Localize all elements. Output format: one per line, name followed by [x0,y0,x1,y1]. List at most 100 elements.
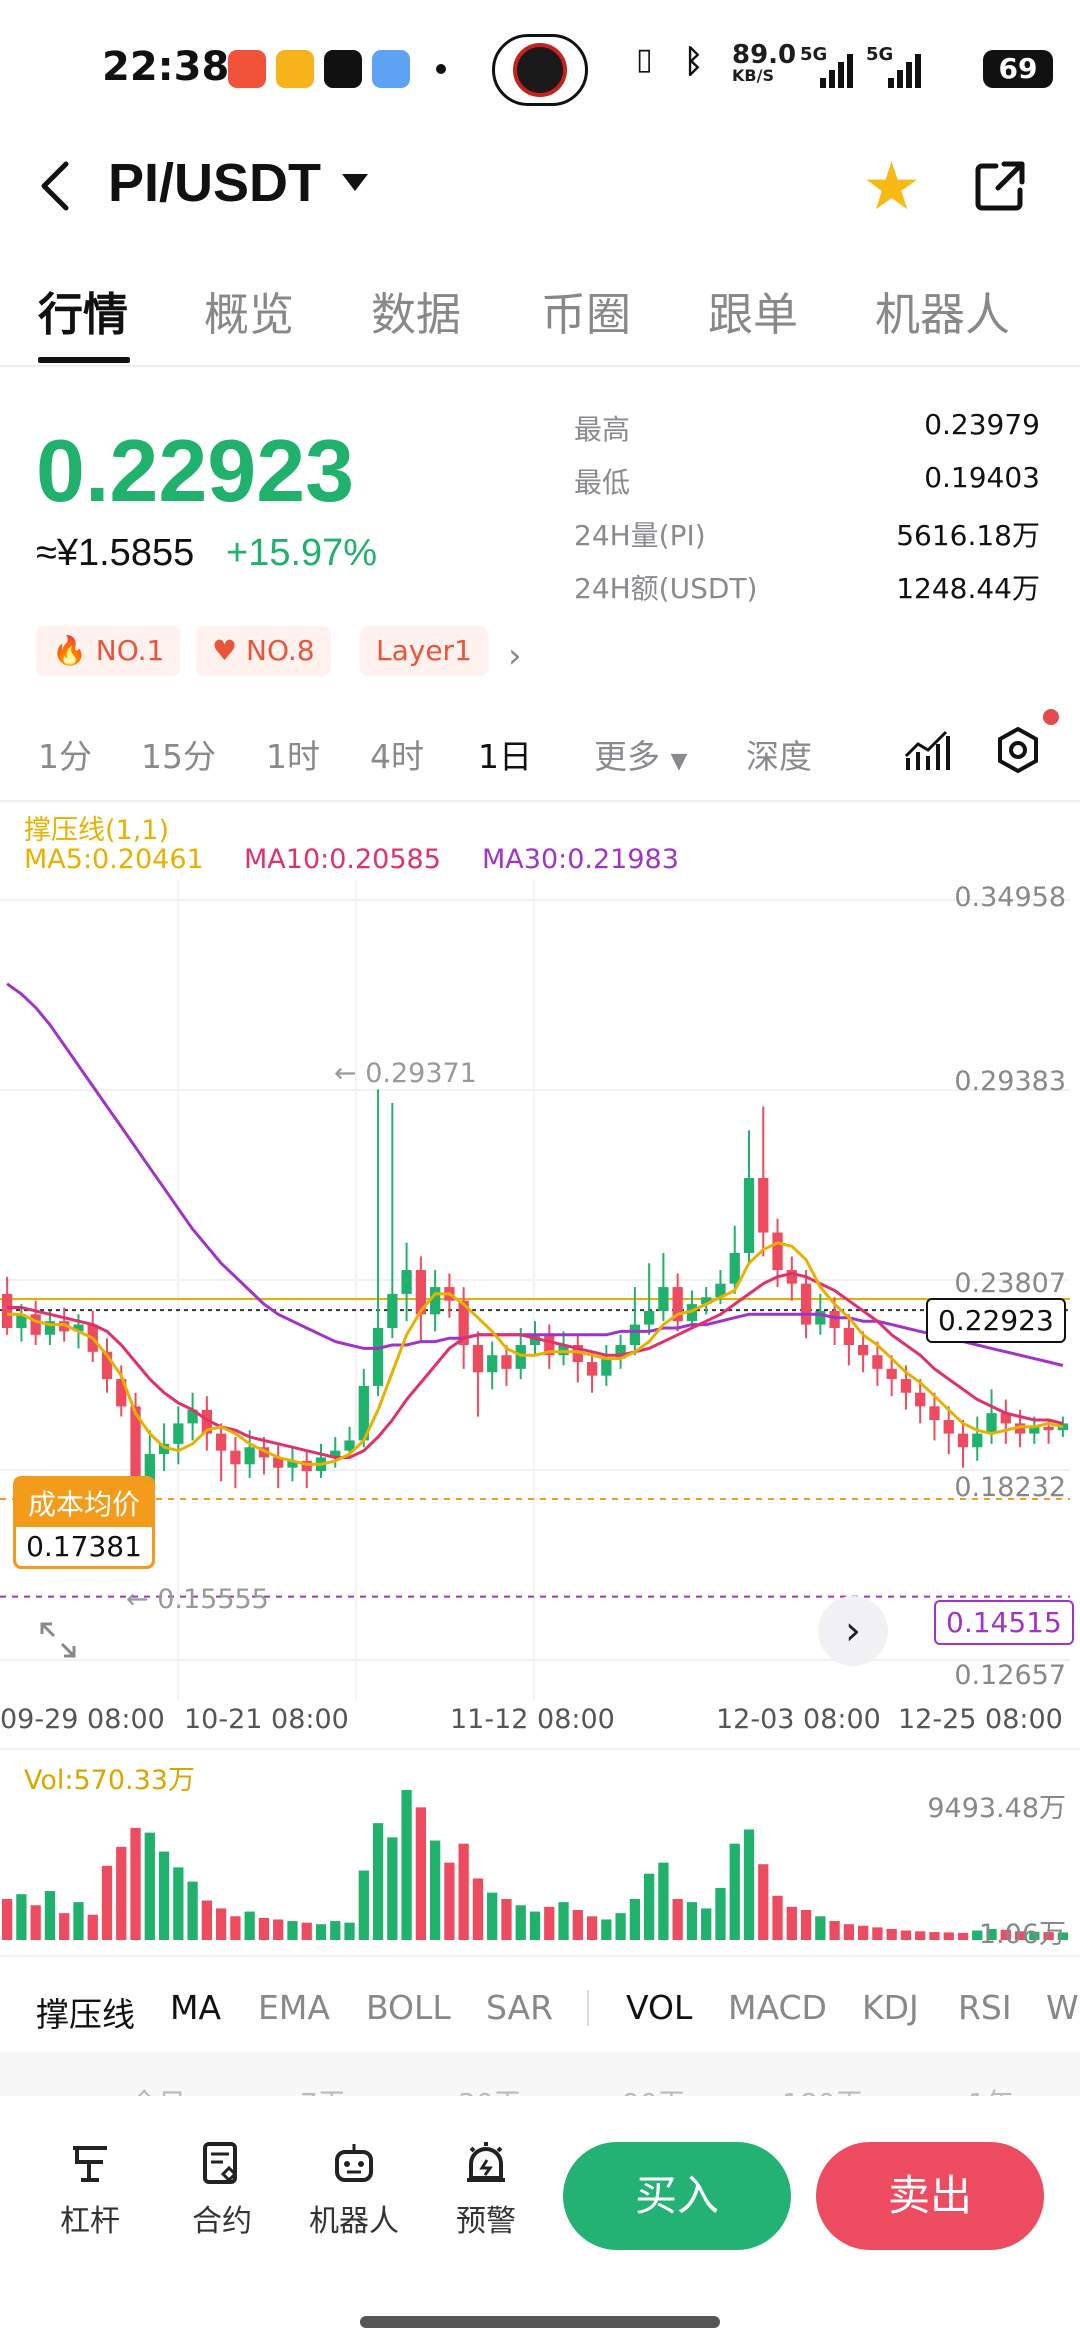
volume-bar [330,1921,341,1940]
candle-body [73,1324,84,1332]
date-axis-label: 12-03 08:00 [716,1704,881,1735]
indicator-macd[interactable]: MACD [728,1988,827,2027]
candle-body [244,1447,255,1465]
volume-bar [929,1932,940,1940]
pair-dropdown-icon[interactable] [342,174,368,191]
home-indicator [360,2316,720,2328]
volume-bar [173,1867,184,1940]
price-grid-label: 0.12657 [954,1660,1066,1691]
heart-icon: ♥ [212,634,238,667]
settings-hexagon-icon[interactable] [994,726,1042,774]
candlestick-chart[interactable] [0,880,1080,1700]
candle-body [1014,1423,1026,1434]
scroll-to-latest-button[interactable]: › [818,1596,888,1666]
candle-body [515,1345,526,1369]
nav-contract[interactable]: 合约 [172,2140,272,2240]
volume-bar [857,1925,869,1940]
volume-bar [344,1922,355,1940]
tab-data[interactable]: 数据 [371,288,462,341]
pair-selector[interactable]: PI/USDT [108,153,322,213]
volume-bar [943,1932,954,1940]
stat-turnover-value: 1248.44万 [896,572,1040,605]
candle-body [786,1270,797,1284]
interval-1h[interactable]: 1时 [266,737,320,776]
stat-high-label: 最高 [574,413,631,446]
indicator-ma[interactable]: MA [170,1988,222,2027]
candle-body [758,1178,769,1233]
candle-body [472,1345,484,1373]
volume-min-label: 1.06万 [978,1919,1066,1950]
share-icon[interactable] [972,158,1028,214]
interval-4h[interactable]: 4时 [370,737,424,776]
nav-alarm[interactable]: 预警 [436,2140,536,2240]
candle-body [215,1433,227,1451]
tab-copy-trading[interactable]: 跟单 [708,288,799,341]
candle-body [544,1334,555,1356]
volume-bar [772,1895,783,1940]
volume-bar [643,1873,655,1940]
interval-15m[interactable]: 15分 [141,737,216,776]
ma5-legend: MA5:0.20461 [24,844,204,875]
indicator-support-resistance[interactable]: 撑压线 [36,1995,135,2034]
indicator-w[interactable]: W [1046,1988,1079,2027]
candle-body [715,1283,726,1298]
indicator-rsi[interactable]: RSI [958,1988,1012,2027]
volume-bar [544,1906,555,1940]
tab-market[interactable]: 行情 [38,288,129,341]
depth-button[interactable]: 深度 [746,737,812,776]
sell-button[interactable]: 卖出 [816,2142,1044,2250]
tag-rank-favorite[interactable]: ♥ NO.8 [196,626,331,676]
interval-more[interactable]: 更多 ▼ [594,737,688,776]
indicator-sar[interactable]: SAR [486,1988,554,2027]
price-grid-label: 0.34958 [954,882,1066,913]
candle-body [601,1358,612,1376]
candle-body [30,1314,41,1335]
tags-more-chevron-icon[interactable]: › [508,636,522,676]
volume-bar [900,1930,912,1940]
support-price-tag: 0.14515 [934,1600,1074,1645]
volume-bar [187,1881,198,1940]
divider [0,365,1080,367]
back-arrow-icon[interactable] [36,160,76,212]
volume-bar [215,1908,227,1940]
favorite-star-icon[interactable]: ★ [862,148,922,225]
indicator-boll[interactable]: BOLL [366,1988,451,2027]
candle-body [643,1310,655,1325]
last-price: 0.22923 [36,421,355,520]
fullscreen-expand-icon[interactable] [38,1620,78,1660]
candle-body [857,1345,869,1356]
ma30-line [6,982,1064,1367]
volume-bar [743,1829,755,1940]
indicator-vol[interactable]: VOL [626,1988,693,2027]
chart-style-icon[interactable] [904,728,950,774]
candle-body [529,1334,541,1346]
price-change-pct: +15.97% [226,532,378,574]
tag-rank-hot[interactable]: 🔥 NO.1 [36,626,181,676]
volume-bar [1057,1932,1069,1940]
indicator-ema[interactable]: EMA [258,1988,330,2027]
ma10-line [7,1271,1064,1459]
interval-1d[interactable]: 1日 [478,737,532,776]
nav-robot[interactable]: 机器人 [304,2140,404,2240]
more-dropdown-icon: ▼ [670,749,688,774]
candle-body [843,1327,855,1346]
tab-overview[interactable]: 概览 [204,288,295,341]
tab-coin-circle[interactable]: 币圈 [541,288,632,341]
volume-bar [629,1898,641,1940]
vibrate-icon: ▯ [636,42,653,77]
candle-body [686,1304,698,1322]
nav-leverage[interactable]: 杠杆 [40,2140,140,2240]
volume-bar [358,1870,369,1940]
volume-bar [244,1911,255,1940]
volume-bar [230,1916,241,1940]
divider [0,800,1080,802]
buy-button[interactable]: 买入 [563,2142,791,2250]
candle-body [957,1433,969,1448]
indicator-kdj[interactable]: KDJ [862,1988,919,2027]
tab-robot[interactable]: 机器人 [875,288,1011,341]
volume-bar [572,1910,583,1940]
interval-1m[interactable]: 1分 [38,737,92,776]
signal-icon [820,54,853,88]
volume-bar [601,1919,612,1940]
tag-layer1[interactable]: Layer1 [360,626,488,676]
